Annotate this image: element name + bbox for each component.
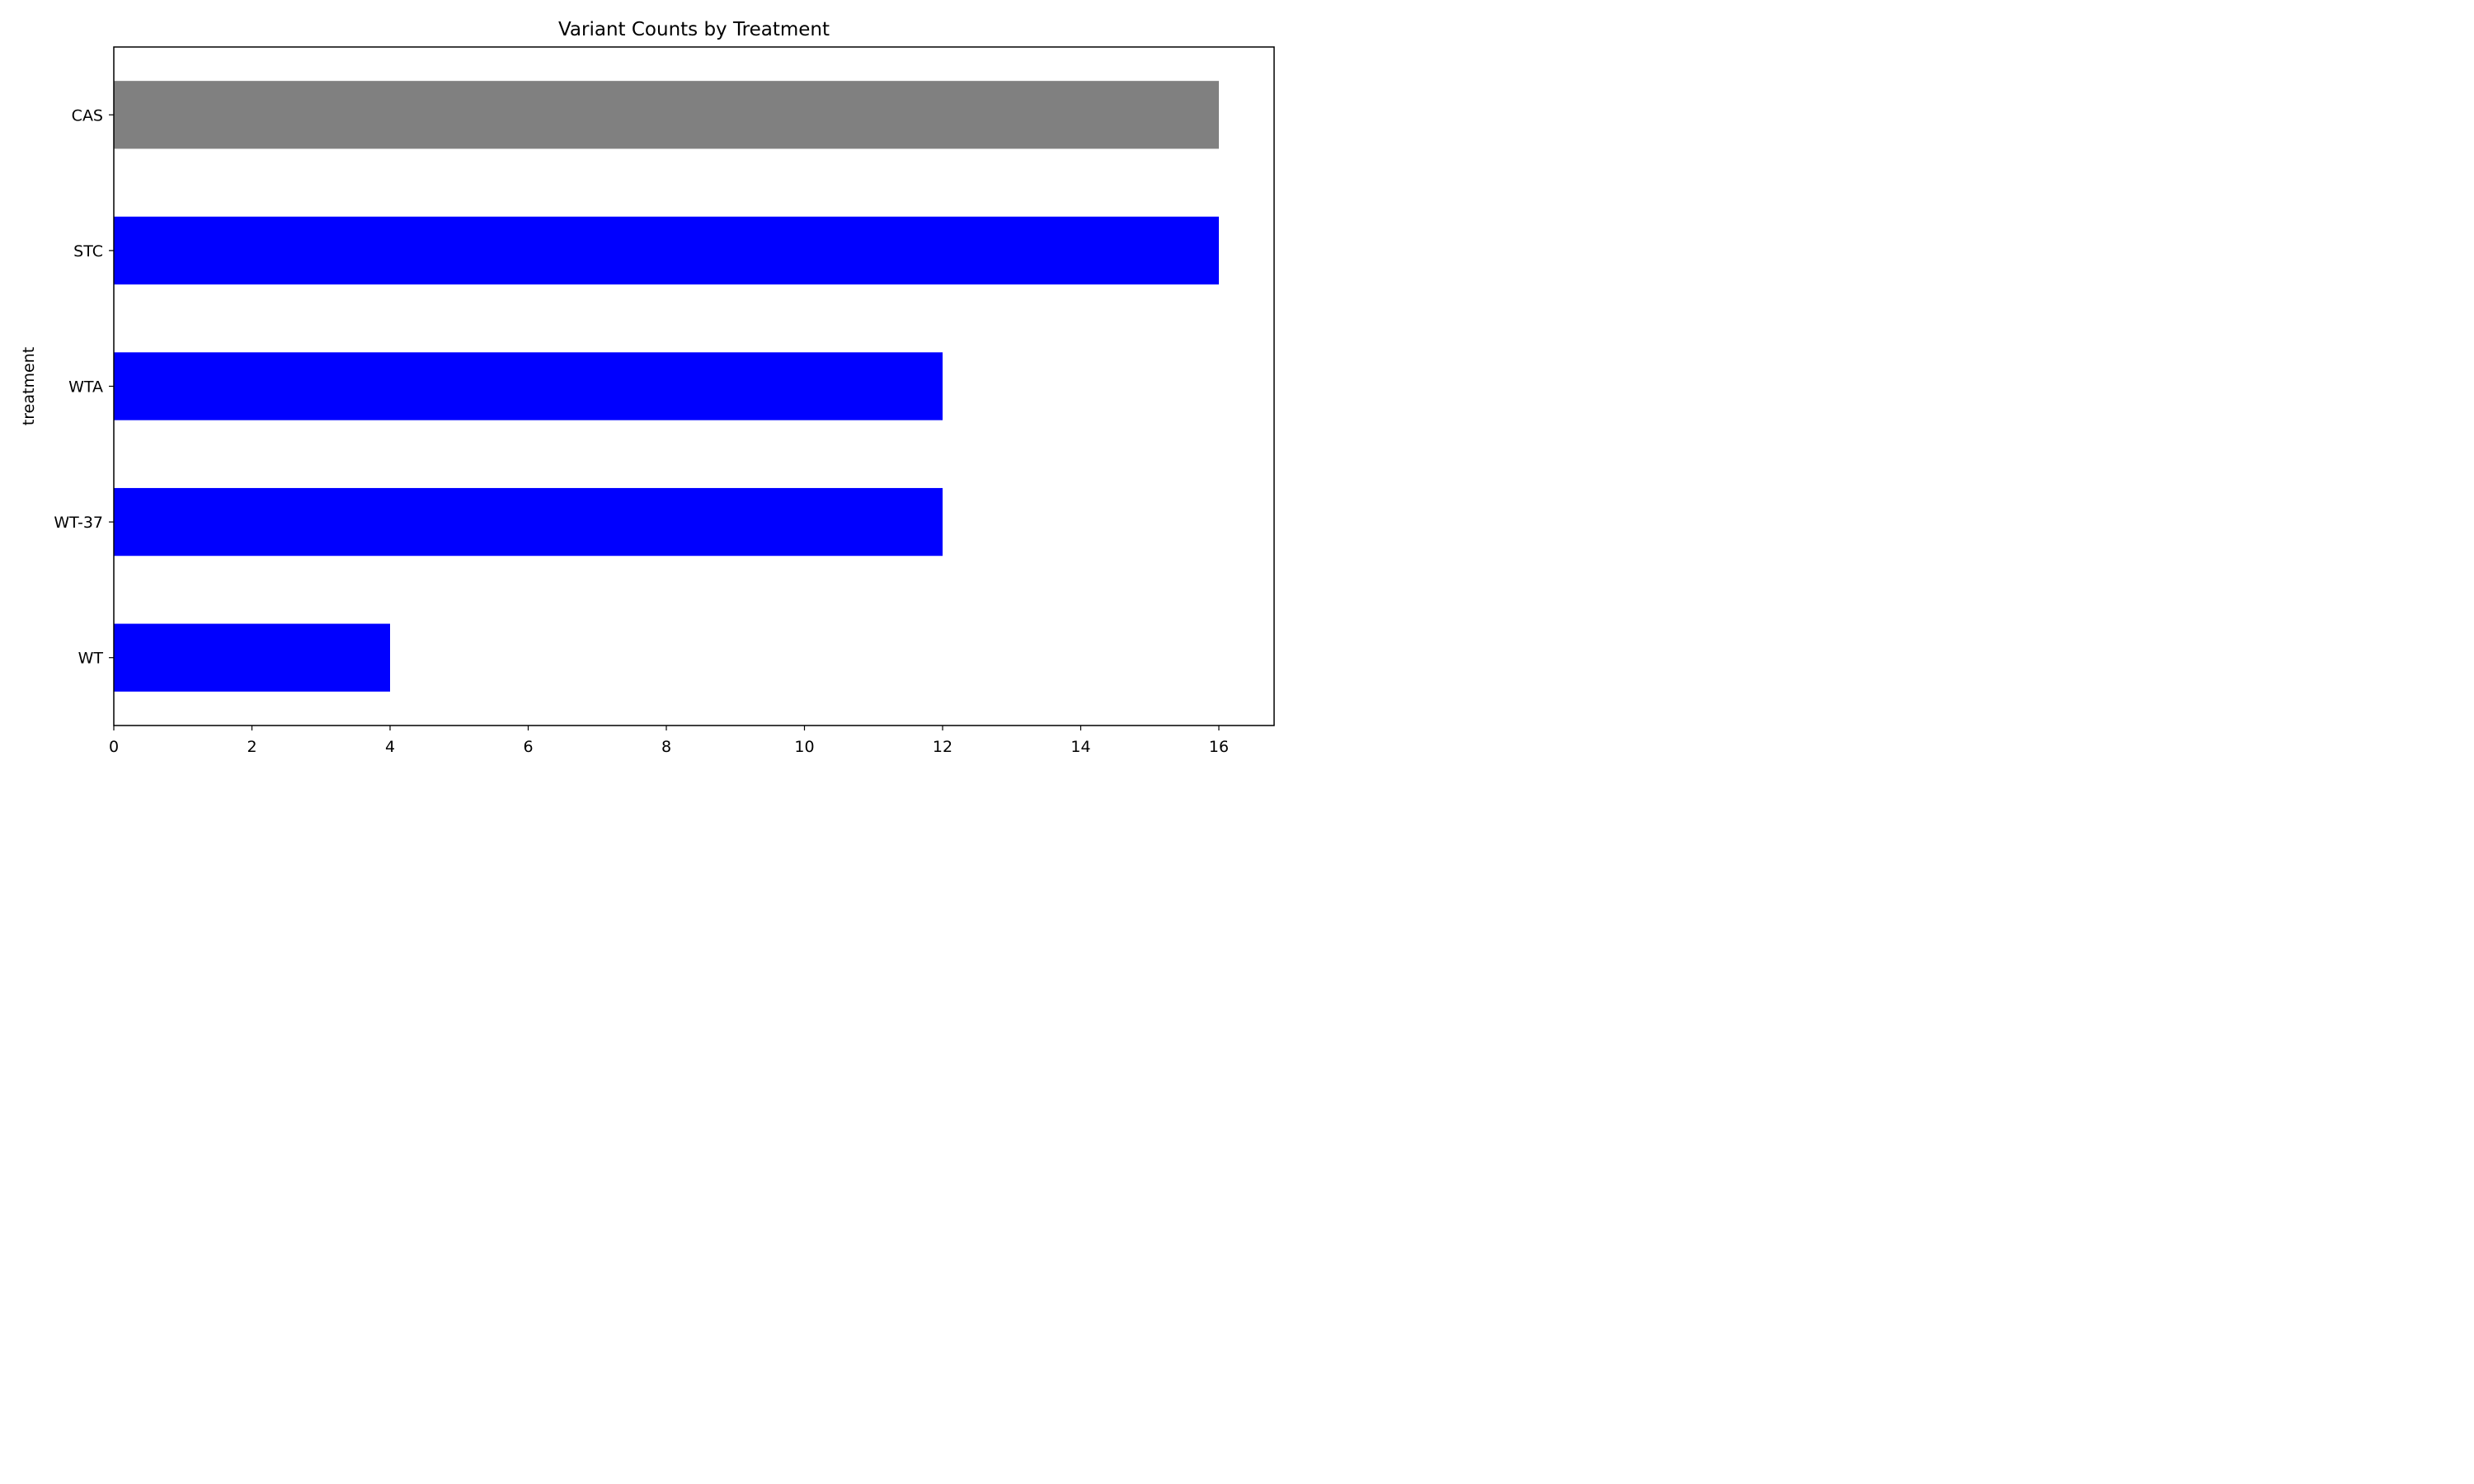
x-tick-label-0: 0 bbox=[109, 738, 119, 756]
x-tick-label-14: 14 bbox=[1070, 738, 1090, 756]
bar-stc bbox=[114, 216, 1219, 285]
y-tick-label-wta: WTA bbox=[68, 378, 103, 397]
y-tick-label-wt-37: WT-37 bbox=[54, 514, 103, 532]
x-tick-label-8: 8 bbox=[661, 738, 671, 756]
x-tick-label-2: 2 bbox=[247, 738, 256, 756]
x-tick-label-12: 12 bbox=[933, 738, 952, 756]
bar-wt-37 bbox=[114, 487, 943, 556]
y-axis-label: treatment bbox=[20, 347, 38, 425]
y-tick-label-cas: CAS bbox=[72, 106, 103, 124]
x-tick-label-10: 10 bbox=[794, 738, 814, 756]
x-tick-label-16: 16 bbox=[1209, 738, 1229, 756]
y-axis: WT WT-37 WTA STC CAS bbox=[54, 106, 114, 668]
plot-frame bbox=[113, 46, 1275, 726]
y-tick-label-stc: STC bbox=[73, 242, 103, 261]
bar-wt bbox=[114, 623, 390, 692]
bar-cas bbox=[114, 81, 1219, 149]
bar-wta bbox=[114, 352, 943, 420]
bars-group bbox=[114, 81, 1219, 692]
chart-title: Variant Counts by Treatment bbox=[558, 19, 830, 40]
bar-chart: Variant Counts by Treatment treatment WT… bbox=[20, 19, 1275, 756]
x-tick-label-6: 6 bbox=[523, 738, 533, 756]
x-axis: 0 2 4 6 8 10 12 14 16 bbox=[109, 726, 1229, 756]
x-tick-label-4: 4 bbox=[385, 738, 395, 756]
y-tick-label-wt: WT bbox=[78, 650, 104, 668]
